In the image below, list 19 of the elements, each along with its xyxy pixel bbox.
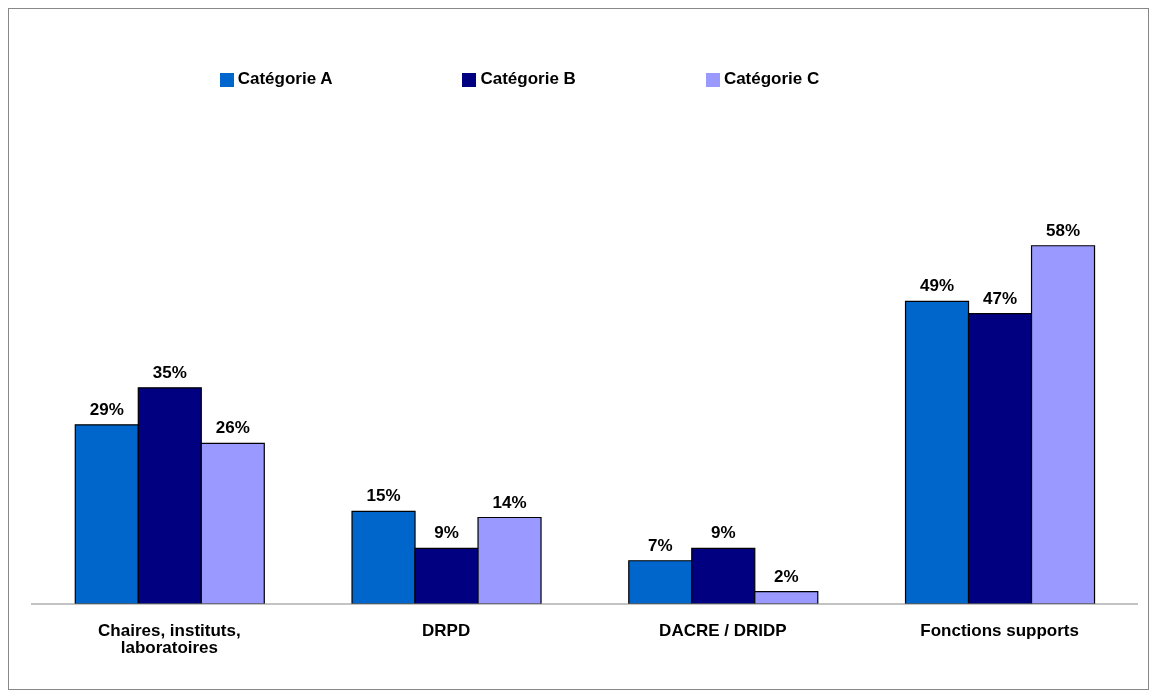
data-label: 47%	[983, 288, 1018, 308]
data-label: 26%	[215, 418, 250, 438]
x-tick-label: DACRE / DRIDP	[659, 621, 787, 641]
data-label: 29%	[89, 399, 124, 419]
data-label: 7%	[647, 535, 673, 555]
data-label: 15%	[366, 486, 401, 506]
x-tick-label: DRPD	[422, 621, 471, 641]
data-label: 35%	[152, 362, 187, 382]
x-tick-label: Chaires, instituts, laboratoires	[98, 621, 241, 658]
data-label: 9%	[434, 523, 459, 543]
data-label: 2%	[773, 566, 799, 586]
data-label: 58%	[1046, 220, 1081, 240]
data-label: 14%	[492, 492, 527, 512]
x-tick-label: Fonctions supports	[920, 621, 1079, 641]
legend-label: Catégorie B	[480, 69, 576, 88]
data-label: 49%	[920, 276, 955, 296]
data-label: 9%	[710, 523, 736, 543]
legend-label: Catégorie C	[723, 69, 820, 88]
legend-label: Catégorie A	[237, 69, 333, 88]
